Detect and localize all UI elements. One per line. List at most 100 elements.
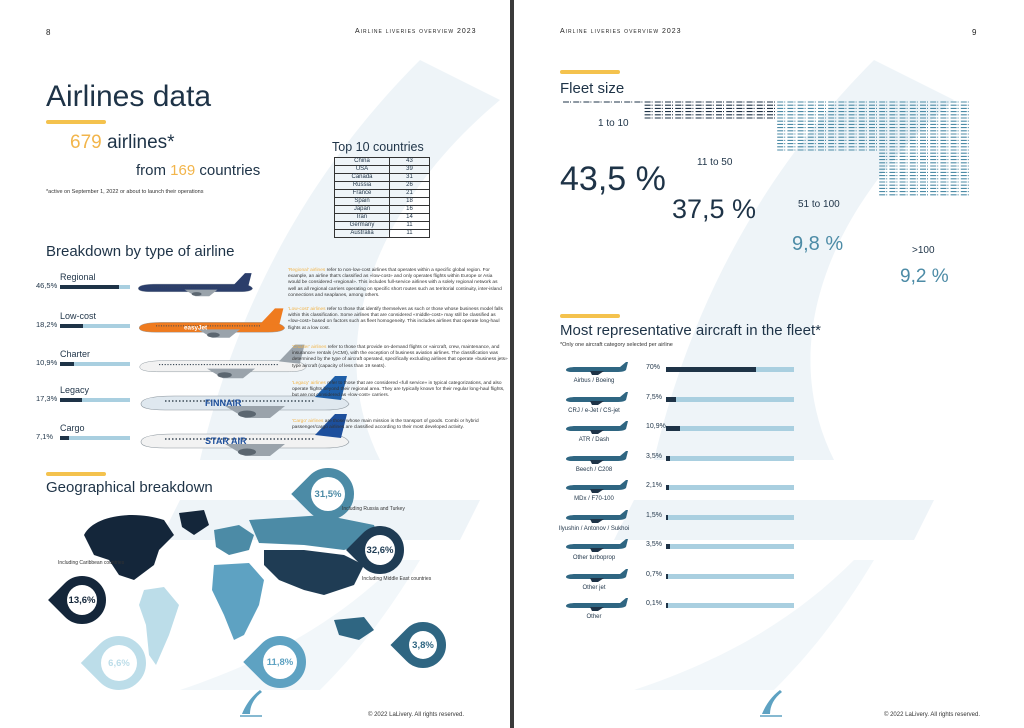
- right-page: Airline liveries overview 2023 9 Fleet s…: [514, 0, 1024, 728]
- top10-count: 26: [389, 181, 430, 190]
- description-highlight: 'Low-cost' airlines: [288, 307, 326, 312]
- breakdown-label: Regional: [60, 272, 96, 282]
- breakdown-label: Low-cost: [60, 311, 97, 321]
- aircraft-silhouette: [566, 450, 628, 464]
- description-text: refer to those that provide on-demand fl…: [292, 345, 508, 369]
- aircraft-underline: [560, 314, 620, 318]
- top10-row: Russia 26: [334, 181, 430, 190]
- aircraft-label: Airbus / Boeing: [573, 378, 615, 384]
- aircraft-silhouette: [566, 539, 628, 552]
- aircraft-bar-track: [666, 544, 794, 549]
- top10-country: Russia: [334, 181, 390, 190]
- map-greenland: [179, 510, 209, 535]
- breakdown-bar-fill: [60, 398, 82, 402]
- top10-country: France: [334, 189, 390, 198]
- description-text: refer to those that are considered «full…: [292, 381, 505, 399]
- breakdown-title: Breakdown by type of airline: [46, 243, 235, 260]
- aircraft-silhouette: [566, 568, 628, 582]
- aircraft-bar-fill: [666, 426, 680, 431]
- breakdown-bar-track: [60, 324, 130, 328]
- geo-region-pct: 11,8%: [263, 645, 297, 679]
- top10-count: 14: [389, 213, 430, 222]
- top10-table: China 43 USA 39 Canada 31 Russia 26 France 21 Spai…: [334, 157, 430, 238]
- countries-count: 169: [170, 162, 196, 179]
- aircraft-label: Ilyushin / Antonov / Sukhoi: [558, 525, 630, 532]
- aircraft-silhouette: [566, 480, 628, 493]
- breakdown-bar-track: [60, 362, 130, 366]
- geo-region-pct: 6,6%: [101, 645, 137, 681]
- top10-country: USA: [334, 165, 390, 174]
- breakdown-bar-fill: [60, 362, 74, 366]
- aircraft-pct: 0,7%: [646, 570, 662, 578]
- aircraft-bar-fill: [666, 544, 671, 549]
- aircraft-bar-fill: [666, 573, 668, 579]
- breakdown-description: 'Charter' airlines refer to those that p…: [292, 345, 510, 370]
- fleet-pct-1-10: 43,5 %: [560, 160, 666, 198]
- fleet-title: Fleet size: [560, 80, 625, 97]
- map-europe: [214, 525, 254, 555]
- aircraft-pct: 1,5%: [646, 511, 662, 519]
- top10-count: 43: [389, 157, 430, 166]
- aircraft-bar-fill: [666, 367, 756, 372]
- description-highlight: 'Regional' airlines: [288, 268, 326, 273]
- top10-row: USA 39: [334, 165, 430, 174]
- breakdown-pct: 10,9%: [36, 358, 58, 367]
- footer-logo: [240, 690, 262, 717]
- aircraft-bar-track: [666, 514, 794, 520]
- top10-row: Germany 11: [334, 221, 430, 230]
- top10-row: Canada 31: [334, 173, 430, 182]
- top10-count: 18: [389, 197, 430, 206]
- geo-region-note: Including Caribbean countries: [58, 560, 125, 566]
- aircraft-pct: 3,5%: [646, 452, 662, 460]
- aircraft-bar-fill: [666, 455, 671, 461]
- breakdown-bar-fill: [60, 285, 119, 289]
- breakdown-bar-track: [60, 436, 130, 440]
- geo-region-pct: 13,6%: [67, 585, 97, 615]
- aircraft-bar-track: [666, 426, 794, 431]
- fleet-label-11-50: 11 to 50: [697, 157, 733, 168]
- breakdown-description: 'Cargo' airlines are those whose main mi…: [292, 419, 510, 431]
- aircraft-silhouette: [566, 509, 628, 523]
- top10-country: Iran: [334, 213, 390, 222]
- map-asia: [264, 550, 364, 595]
- map-north-america: [84, 515, 174, 580]
- airliner-illustration: easyJet: [139, 308, 286, 339]
- aircraft-title: Most representative aircraft in the flee…: [560, 322, 821, 339]
- top10-row: Japan 16: [334, 205, 430, 214]
- breakdown-label: Cargo: [60, 423, 85, 433]
- airline-brand-text: STAR AIR: [205, 436, 247, 446]
- aircraft-silhouette: [566, 391, 628, 405]
- top10-count: 31: [389, 173, 430, 182]
- top10-row: China 43: [334, 157, 430, 166]
- map-africa: [212, 563, 264, 640]
- aircraft-bar-track: [666, 455, 794, 461]
- fleet-label-51-100: 51 to 100: [798, 199, 840, 210]
- world-map: [84, 510, 379, 665]
- description-text: refer to those that identify themselves …: [288, 307, 503, 331]
- breakdown-description: 'Legacy' airlines refer to those that ar…: [292, 381, 510, 400]
- top10-row: France 21: [334, 189, 430, 198]
- description-text: are those whose main mission is the tran…: [292, 419, 479, 431]
- map-south-america: [139, 587, 179, 665]
- top10-row: Spain 18: [334, 197, 430, 206]
- countries-prefix: from: [136, 162, 166, 179]
- breakdown-label: Legacy: [60, 385, 90, 395]
- page-number: 9: [972, 28, 977, 37]
- airlines-count: 679: [70, 132, 102, 153]
- left-page: 8 Airline liveries overview 2023 Airline…: [0, 0, 510, 728]
- aircraft-pct: 3,5%: [646, 541, 662, 548]
- airlines-count-line: 679 airlines*: [70, 132, 175, 154]
- top10-country: Germany: [334, 221, 390, 230]
- footnote: *active on September 1, 2022 or about to…: [46, 189, 204, 195]
- breakdown-pct: 46,5%: [36, 281, 58, 290]
- aircraft-pct: 2,1%: [646, 482, 662, 489]
- breakdown-pct: 17,3%: [36, 394, 58, 403]
- aircraft-bar-fill: [666, 514, 668, 520]
- breakdown-label: Charter: [60, 349, 91, 359]
- top10-count: 21: [389, 189, 430, 198]
- footer-logo: [760, 690, 782, 717]
- fleet-pct-11-50: 37,5 %: [672, 194, 757, 224]
- aircraft-pct: 7,5%: [646, 393, 662, 401]
- top10-country: China: [334, 157, 390, 166]
- aircraft-label: Beech / C208: [575, 466, 613, 473]
